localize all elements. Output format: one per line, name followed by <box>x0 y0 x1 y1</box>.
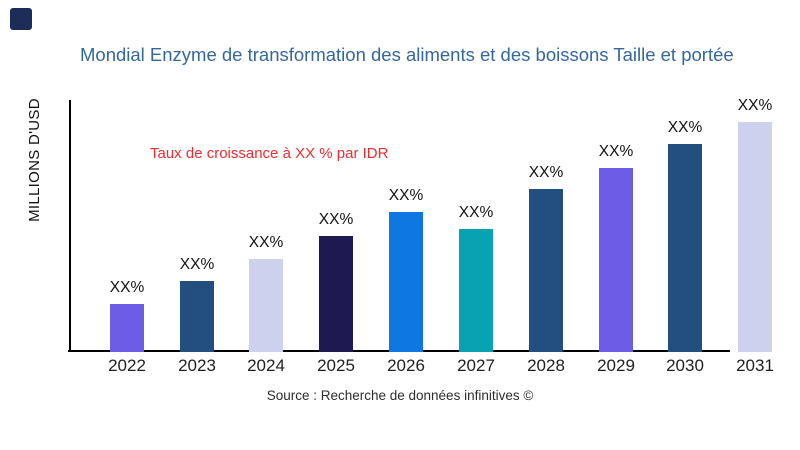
bar-value-label: XX% <box>388 187 424 204</box>
bar-2028 <box>529 189 563 352</box>
x-tick-2024: 2024 <box>247 356 285 375</box>
y-axis-line <box>69 100 71 352</box>
bar-value-label: XX% <box>667 119 703 136</box>
bar-group-2029: XX% 2029 <box>581 0 651 450</box>
x-tick-2028: 2028 <box>527 356 565 375</box>
bar-2030 <box>668 144 702 352</box>
x-tick-2022: 2022 <box>108 356 146 375</box>
bar-2026 <box>389 212 423 352</box>
bar-2023 <box>180 281 214 352</box>
x-tick-2030: 2030 <box>666 356 704 375</box>
bar-2025 <box>319 236 353 352</box>
chart-title: Mondial Enzyme de transformation des ali… <box>80 44 734 65</box>
bar-value-label: XX% <box>318 211 354 228</box>
bar-group-2022: XX% 2022 <box>92 0 162 450</box>
y-axis-title: MILLIONS D'USD <box>26 98 43 222</box>
brand-logo-square <box>10 8 32 30</box>
bar-group-2031: XX% 2031 <box>720 0 790 450</box>
x-tick-2023: 2023 <box>178 356 216 375</box>
bar-2022 <box>110 304 144 352</box>
bar-value-label: XX% <box>737 97 773 114</box>
x-tick-2025: 2025 <box>317 356 355 375</box>
x-tick-2031: 2031 <box>736 356 774 375</box>
x-tick-2027: 2027 <box>457 356 495 375</box>
bar-value-label: XX% <box>179 256 215 273</box>
bar-group-2024: XX% 2024 <box>231 0 301 450</box>
bar-2029 <box>599 168 633 352</box>
bar-group-2027: XX% 2027 <box>441 0 511 450</box>
bar-2024 <box>249 259 283 352</box>
growth-rate-annotation: Taux de croissance à XX % par IDR <box>150 145 389 162</box>
bar-2031 <box>738 122 772 352</box>
bar-group-2028: XX% 2028 <box>511 0 581 450</box>
x-tick-2029: 2029 <box>597 356 635 375</box>
bar-group-2025: XX% 2025 <box>301 0 371 450</box>
bar-group-2023: XX% 2023 <box>162 0 232 450</box>
bar-value-label: XX% <box>248 234 284 251</box>
bar-value-label: XX% <box>528 164 564 181</box>
bar-group-2030: XX% 2030 <box>650 0 720 450</box>
x-tick-2026: 2026 <box>387 356 425 375</box>
bar-value-label: XX% <box>458 204 494 221</box>
bar-value-label: XX% <box>109 279 145 296</box>
bar-value-label: XX% <box>598 143 634 160</box>
bar-2027 <box>459 229 493 352</box>
source-note: Source : Recherche de données infinitive… <box>266 388 534 403</box>
bar-group-2026: XX% 2026 <box>371 0 441 450</box>
